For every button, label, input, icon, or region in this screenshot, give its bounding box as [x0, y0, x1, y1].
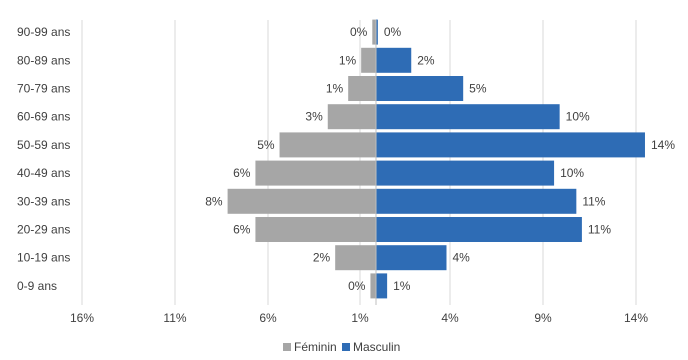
x-tick-label: 16% — [70, 311, 94, 325]
legend-swatch-feminin — [283, 343, 291, 351]
data-label-masculin: 2% — [417, 53, 435, 67]
category-label: 50-59 ans — [17, 138, 70, 152]
bar-feminin — [372, 19, 376, 45]
data-label-feminin: 1% — [339, 53, 357, 67]
bar-feminin — [361, 47, 376, 73]
bar-masculin — [376, 19, 378, 45]
bar-feminin — [327, 104, 376, 130]
bar-masculin — [376, 245, 447, 271]
category-label: 70-79 ans — [17, 82, 70, 96]
category-label: 10-19 ans — [17, 251, 70, 265]
data-label-feminin: 0% — [348, 279, 366, 293]
data-label-feminin: 3% — [305, 110, 323, 124]
bar-masculin — [376, 132, 645, 158]
bar-masculin — [376, 76, 464, 101]
x-tick-label: 4% — [441, 311, 459, 325]
category-label: 90-99 ans — [17, 25, 70, 39]
bar-feminin — [370, 273, 376, 299]
data-label-feminin: 0% — [350, 25, 368, 39]
x-tick-label: 11% — [163, 311, 186, 325]
bar-feminin — [255, 217, 376, 242]
category-label: 40-49 ans — [17, 166, 70, 180]
bar-feminin — [255, 160, 376, 186]
bar-masculin — [376, 160, 555, 186]
bar-layer — [227, 19, 645, 299]
data-label-masculin: 5% — [469, 82, 487, 96]
bar-feminin — [348, 76, 376, 101]
data-label-feminin: 6% — [233, 166, 251, 180]
data-label-masculin: 0% — [384, 25, 402, 39]
data-label-feminin: 6% — [233, 223, 251, 237]
legend-label-masculin: Masculin — [353, 340, 400, 354]
bar-masculin — [376, 104, 560, 130]
category-label: 30-39 ans — [17, 194, 70, 208]
category-label: 80-89 ans — [17, 53, 70, 67]
bar-masculin — [376, 217, 582, 242]
x-tick-label: 6% — [259, 311, 277, 325]
x-tick-label: 1% — [351, 311, 369, 325]
category-label: 0-9 ans — [17, 279, 57, 293]
label-layer: 90-99 ans 0% 0% 80-89 ans 1% 2% 70-79 ans 1% 5% 6… — [17, 25, 675, 293]
bar-feminin — [227, 188, 376, 214]
data-label-masculin: 11% — [588, 223, 611, 237]
legend-label-feminin: Féminin — [294, 340, 337, 354]
x-tick-label: 14% — [624, 311, 648, 325]
bar-masculin — [376, 47, 412, 73]
category-label: 20-29 ans — [17, 223, 70, 237]
data-label-feminin: 8% — [205, 194, 223, 208]
bar-masculin — [376, 273, 388, 299]
legend-swatch-masculin — [342, 343, 350, 351]
bar-feminin — [279, 132, 376, 158]
axis-layer: 16% 11% 6% 1% 4% 9% 14% — [70, 20, 648, 325]
x-tick-label: 9% — [534, 311, 552, 325]
bar-masculin — [376, 188, 577, 214]
category-label: 60-69 ans — [17, 110, 70, 124]
data-label-masculin: 10% — [566, 110, 590, 124]
data-label-feminin: 2% — [313, 251, 331, 265]
data-label-masculin: 1% — [393, 279, 411, 293]
data-label-feminin: 5% — [257, 138, 275, 152]
data-label-feminin: 1% — [326, 82, 344, 96]
data-label-masculin: 4% — [452, 251, 470, 265]
bar-feminin — [335, 245, 376, 271]
data-label-masculin: 11% — [582, 194, 605, 208]
data-label-masculin: 14% — [651, 138, 675, 152]
data-label-masculin: 10% — [560, 166, 584, 180]
legend: Féminin Masculin — [283, 340, 400, 354]
